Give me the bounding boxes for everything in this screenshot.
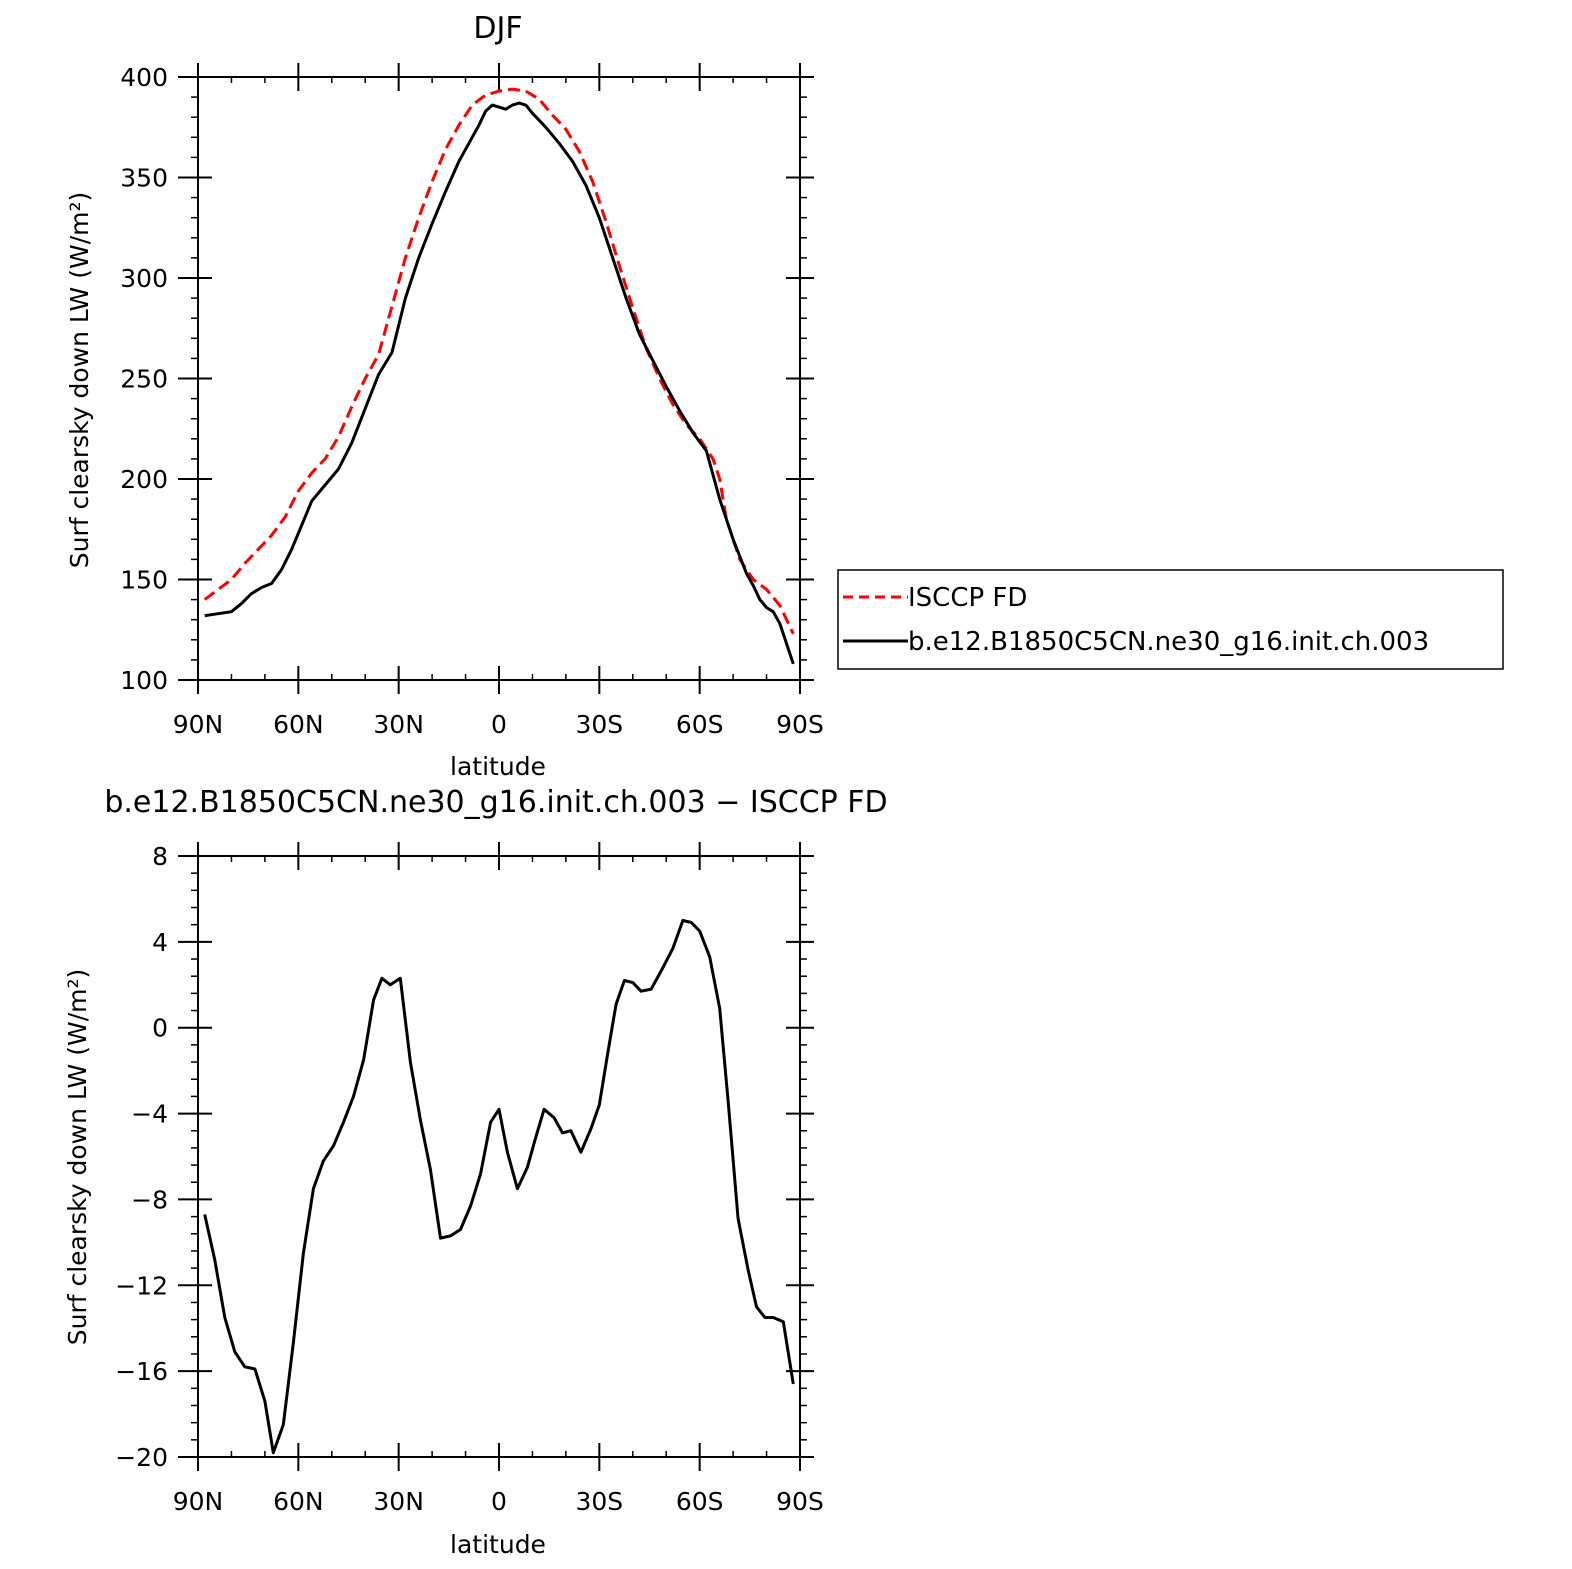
bottom-y-tick-label: −8 [131,1185,168,1214]
top-y-tick-label: 400 [120,63,168,92]
top-y-tick-label: 100 [120,666,168,695]
top-x-tick-label: 0 [491,710,507,739]
top-x-tick-label: 90S [776,710,824,739]
bottom-y-tick-label: 8 [152,842,168,871]
top-y-tick-label: 150 [120,566,168,595]
top-series-line-0 [203,87,795,635]
top-x-tick-label: 30S [575,710,623,739]
bottom-plot-frame [197,855,801,1458]
bottom-y-tick-label: −12 [115,1271,168,1300]
top-axes: 90N 60N 30N 0 30S 60S 90S 100 150 200 250 300 350 400 [120,63,824,739]
bottom-x-tick-label: 90S [776,1487,824,1516]
top-x-tick-label: 60N [273,710,324,739]
top-series-line-1 [204,101,795,665]
legend: ISCCP FD b.e12.B1850C5CN.ne30_g16.init.c… [837,569,1504,670]
legend-label-isccp: ISCCP FD [908,583,1027,613]
bottom-x-axis-label: latitude [450,1530,546,1559]
bottom-series-line-0 [203,918,795,1455]
bottom-x-tick-label: 60N [273,1487,324,1516]
bottom-y-tick-label: −16 [115,1357,168,1386]
bottom-x-tick-label: 90N [173,1487,224,1516]
top-x-tick-label: 30N [373,710,424,739]
top-y-axis-label: Surf clearsky down LW (W/m²) [65,192,94,569]
bottom-y-tick-label: −20 [115,1443,168,1472]
top-chart-title: DJF [473,11,522,46]
top-y-tick-label: 250 [120,365,168,394]
top-y-tick-label: 300 [120,264,168,293]
bottom-panel: b.e12.B1850C5CN.ne30_g16.init.ch.003 − I… [63,785,888,1559]
top-panel: DJF 90N 60N 30N 0 30S 60S 90S 100 150 200 250 300 35… [65,11,824,781]
bottom-y-tick-label: −4 [131,1100,168,1129]
top-x-tick-label: 60S [676,710,724,739]
bottom-x-tick-label: 30S [575,1487,623,1516]
legend-label-model: b.e12.B1850C5CN.ne30_g16.init.ch.003 [908,627,1429,657]
bottom-chart-title: b.e12.B1850C5CN.ne30_g16.init.ch.003 − I… [104,785,887,820]
top-y-tick-label: 350 [120,164,168,193]
bottom-x-tick-label: 0 [491,1487,507,1516]
bottom-y-tick-label: 0 [152,1014,168,1043]
top-series-group [203,87,795,665]
bottom-axes: 90N 60N 30N 0 30S 60S 90S −20 −16 −12 −8 −4 0 4 8 [115,842,824,1516]
legend-box [837,569,1504,670]
bottom-y-axis-label: Surf clearsky down LW (W/m²) [63,969,92,1346]
bottom-y-tick-label: 4 [152,928,168,957]
top-y-tick-label: 200 [120,465,168,494]
top-x-tick-label: 90N [173,710,224,739]
top-x-axis-label: latitude [450,752,546,781]
bottom-series-group [203,918,795,1455]
bottom-x-tick-label: 30N [373,1487,424,1516]
top-plot-frame [197,76,801,681]
bottom-x-tick-label: 60S [676,1487,724,1516]
